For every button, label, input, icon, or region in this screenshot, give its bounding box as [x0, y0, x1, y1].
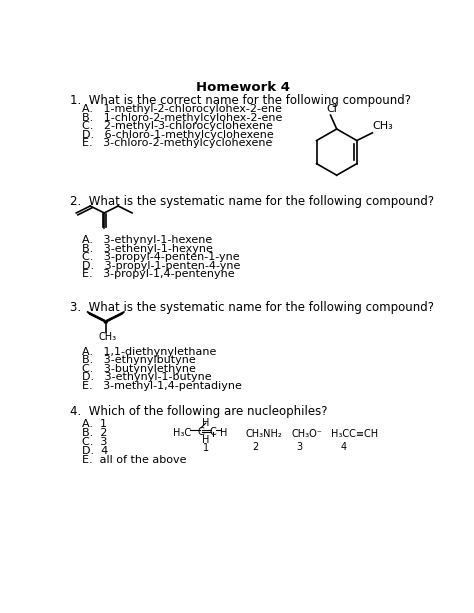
Text: A.  1: A. 1 [82, 419, 108, 428]
Text: Cl: Cl [327, 104, 337, 113]
Text: C.   3-butynylethyne: C. 3-butynylethyne [82, 364, 196, 374]
Text: C: C [210, 427, 216, 437]
Text: D.   3-propyl-1-penten-4-yne: D. 3-propyl-1-penten-4-yne [82, 261, 241, 271]
Text: E.   3-chloro-2-methylcyclohexene: E. 3-chloro-2-methylcyclohexene [82, 139, 273, 148]
Text: 2: 2 [252, 441, 258, 452]
Text: CH₃: CH₃ [99, 332, 117, 342]
Text: 1.  What is the correct name for the following compound?: 1. What is the correct name for the foll… [70, 94, 411, 107]
Text: CH₃NH₂: CH₃NH₂ [245, 429, 282, 440]
Text: A.   1-methyl-2-chlorocylohex-2-ene: A. 1-methyl-2-chlorocylohex-2-ene [82, 104, 283, 115]
Text: 2.  What is the systematic name for the following compound?: 2. What is the systematic name for the f… [70, 195, 434, 208]
Text: H: H [202, 417, 210, 428]
Text: E.   3-propyl-1,4-pentenyne: E. 3-propyl-1,4-pentenyne [82, 269, 235, 279]
Text: B.   3-ethenyl-1-hexyne: B. 3-ethenyl-1-hexyne [82, 244, 213, 254]
Text: B.  2: B. 2 [82, 428, 108, 438]
Text: D.   6-chloro-1-methylcyclohexene: D. 6-chloro-1-methylcyclohexene [82, 130, 274, 140]
Text: CH₃O⁻: CH₃O⁻ [292, 429, 323, 440]
Text: H₃CC≡CH: H₃CC≡CH [330, 429, 378, 440]
Text: E.  all of the above: E. all of the above [82, 455, 187, 465]
Text: C.   3-propyl-4-penten-1-yne: C. 3-propyl-4-penten-1-yne [82, 252, 240, 262]
Text: CH₃: CH₃ [373, 121, 393, 131]
Text: 1: 1 [203, 443, 209, 453]
Text: B.   3-ethynylbutyne: B. 3-ethynylbutyne [82, 356, 196, 365]
Text: C: C [198, 427, 205, 437]
Text: H: H [219, 428, 227, 438]
Text: C.   2-methyl-3-chlorocyclohexene: C. 2-methyl-3-chlorocyclohexene [82, 121, 273, 131]
Text: 3.  What is the systematic name for the following compound?: 3. What is the systematic name for the f… [70, 301, 434, 314]
Text: 4.  Which of the following are nucleophiles?: 4. Which of the following are nucleophil… [70, 405, 328, 417]
Text: A.   3-ethynyl-1-hexene: A. 3-ethynyl-1-hexene [82, 235, 213, 245]
Text: D.  4: D. 4 [82, 446, 109, 456]
Text: 3: 3 [296, 441, 302, 452]
Text: E.   3-methyl-1,4-pentadiyne: E. 3-methyl-1,4-pentadiyne [82, 381, 242, 391]
Text: H₃C: H₃C [173, 428, 191, 438]
Text: Homework 4: Homework 4 [196, 82, 290, 94]
Text: 4: 4 [341, 441, 347, 452]
Text: D.   3-ethynyl-1-butyne: D. 3-ethynyl-1-butyne [82, 372, 212, 383]
Text: B.   1-chloro-2-methylcylohex-2-ene: B. 1-chloro-2-methylcylohex-2-ene [82, 113, 283, 123]
Text: C.  3: C. 3 [82, 437, 108, 447]
Text: A.   1,1-diethynylethane: A. 1,1-diethynylethane [82, 347, 217, 357]
Text: H: H [202, 435, 210, 446]
